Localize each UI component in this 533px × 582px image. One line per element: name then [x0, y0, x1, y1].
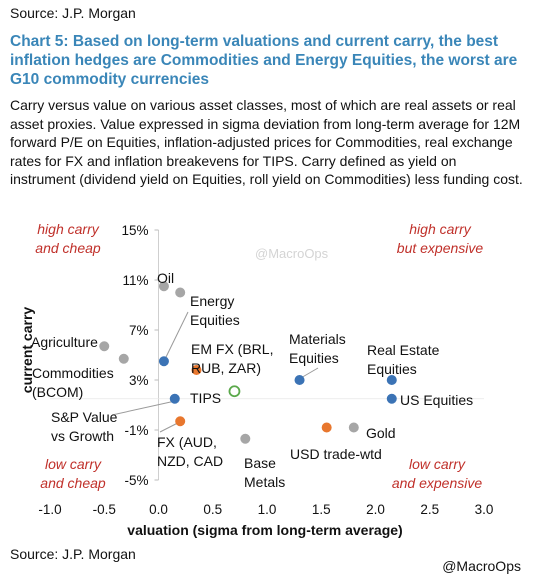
- quadrant-label: low carry: [409, 456, 466, 472]
- point-label: Equities: [367, 361, 417, 377]
- y-tick-label: 7%: [129, 323, 149, 338]
- x-tick-label: 1.5: [312, 502, 331, 517]
- data-point: [118, 353, 129, 364]
- chart-title: Chart 5: Based on long-term valuations a…: [10, 33, 518, 88]
- point-label: TIPS: [190, 390, 221, 406]
- point-label: vs Growth: [51, 428, 114, 444]
- leader-lines: [111, 311, 319, 433]
- point-label: Energy: [190, 293, 234, 309]
- leader-fx: [159, 422, 178, 433]
- x-tick-label: -0.5: [93, 502, 116, 517]
- leader-sp: [111, 401, 172, 416]
- data-point: [191, 365, 202, 375]
- scatter-chart: 15% 11% 7% 3% -1% -5% -1.0 -0.5 0.0 0.5 1.0 1.5 2.0 2…: [19, 221, 493, 538]
- credit: @MacroOps: [442, 558, 521, 574]
- y-tick-label: -5%: [124, 473, 148, 488]
- point-label: Real Estate: [367, 342, 440, 358]
- y-axis-label: current carry: [19, 307, 35, 394]
- data-points: [99, 281, 397, 444]
- point-label: Oil: [157, 270, 174, 286]
- data-point: [240, 433, 251, 444]
- source-top: Source: J.P. Morgan: [10, 5, 136, 21]
- y-tick-label: 15%: [121, 223, 148, 238]
- chart-subtitle: Carry versus value on various asset clas…: [10, 97, 523, 188]
- quadrant-label: and cheap: [35, 240, 101, 256]
- data-point: [386, 375, 397, 385]
- point-label: (BCOM): [32, 384, 83, 400]
- data-point: [348, 422, 359, 433]
- point-label: EM FX (BRL,: [191, 341, 273, 357]
- data-point: [175, 416, 186, 427]
- point-label: NZD, CAD: [157, 453, 223, 469]
- point-label: USD trade-wtd: [290, 446, 382, 462]
- quadrant-label: high carry: [409, 221, 471, 237]
- point-label: Equities: [289, 350, 339, 366]
- x-tick-label: 2.5: [420, 502, 439, 517]
- point-label: Equities: [190, 312, 240, 328]
- point-label: Agriculture: [31, 334, 98, 350]
- point-label: Commodities: [32, 365, 114, 381]
- point-label: S&P Value: [51, 409, 118, 425]
- y-tick-label: 3%: [129, 373, 149, 388]
- point-label: Gold: [366, 425, 396, 441]
- data-point: [321, 422, 332, 433]
- data-point: [158, 281, 169, 292]
- quadrant-label: high carry: [37, 221, 99, 237]
- axes: 15% 11% 7% 3% -1% -5% -1.0 -0.5 0.0 0.5 1.0 1.5 2.0 2…: [38, 223, 493, 517]
- data-point: [158, 356, 169, 367]
- quadrant-label: but expensive: [397, 240, 484, 256]
- point-label: Base: [244, 455, 276, 471]
- source-bottom: Source: J.P. Morgan: [10, 546, 136, 562]
- point-label: Materials: [289, 331, 346, 347]
- quadrant-labels: high carry and cheap high carry but expensi…: [35, 221, 483, 491]
- leader-materials: [302, 367, 319, 378]
- x-tick-label: 0.5: [203, 502, 222, 517]
- quadrant-label: and cheap: [40, 475, 106, 491]
- point-labels: Oil Energy Equities Agriculture Commodities (…: [31, 270, 473, 490]
- data-point: [99, 341, 110, 352]
- point-label: FX (AUD,: [157, 434, 217, 450]
- watermark: @MacroOps: [255, 246, 329, 261]
- data-point: [169, 393, 180, 404]
- x-tick-label: 3.0: [475, 502, 494, 517]
- quadrant-label: low carry: [45, 456, 102, 472]
- x-tick-label: 2.0: [366, 502, 385, 517]
- y-tick-label: -1%: [124, 423, 148, 438]
- point-label: Metals: [244, 474, 285, 490]
- x-tick-label: 1.0: [258, 502, 277, 517]
- data-point: [175, 287, 186, 298]
- point-label: RUB, ZAR): [191, 360, 261, 376]
- quadrant-label: and expensive: [392, 475, 483, 491]
- x-axis-label: valuation (sigma from long-term average): [127, 522, 402, 538]
- x-tick-label: -1.0: [38, 502, 61, 517]
- data-point: [294, 375, 305, 385]
- point-label: US Equities: [400, 392, 473, 408]
- data-point: [228, 385, 241, 398]
- y-tick-label: 11%: [122, 273, 148, 288]
- x-tick-label: 0.0: [149, 502, 168, 517]
- data-point: [386, 393, 397, 404]
- leader-energy: [165, 311, 189, 358]
